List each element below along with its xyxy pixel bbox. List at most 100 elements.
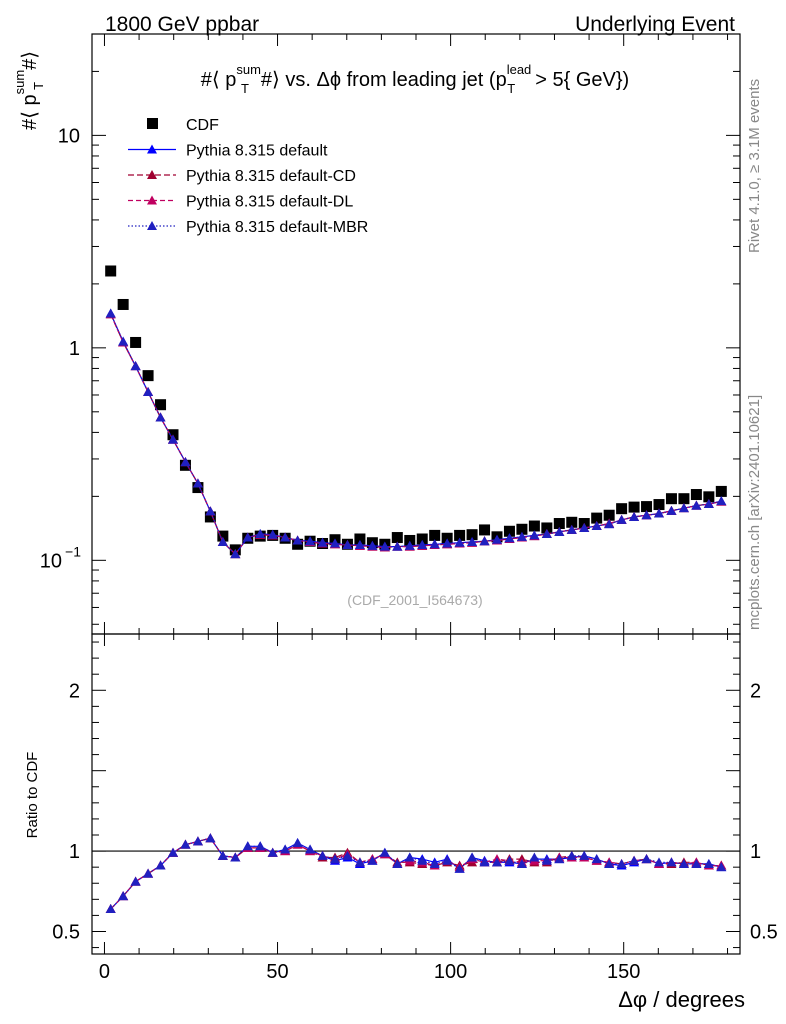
mc-series-marker	[342, 540, 353, 550]
mc-series-marker	[641, 510, 652, 520]
ratio-series-marker	[118, 891, 129, 901]
mc-series-marker	[168, 434, 178, 444]
header-left: 1800 GeV ppbar	[105, 13, 259, 36]
legend-marker	[147, 170, 157, 179]
legend-label: Pythia 8.315 default-DL	[186, 194, 353, 211]
x-tick-label: 50	[266, 961, 288, 983]
mc-series-marker	[155, 412, 166, 422]
cdf-data-point	[665, 493, 677, 505]
mc-series-marker	[516, 531, 527, 541]
legend-marker	[147, 221, 157, 230]
mc-series-line	[110, 313, 722, 556]
ratio-tick-label-right: 0.5	[750, 921, 778, 943]
ratio-series-marker	[143, 868, 154, 878]
ratio-series-marker	[404, 852, 415, 862]
cdf-data-point	[703, 491, 715, 503]
y-tick-label: 10	[40, 550, 62, 572]
y-tick-label-exponent: −1	[65, 543, 81, 559]
cdf-data-point	[591, 512, 603, 524]
mc-series-marker	[118, 336, 129, 346]
mc-series-marker	[305, 536, 316, 546]
mc-series-marker	[330, 538, 340, 548]
mc-series-marker	[404, 540, 415, 550]
cdf-data-point	[466, 529, 478, 541]
ratio-series-marker	[716, 862, 727, 872]
mc-series-marker	[205, 506, 216, 516]
cdf-data-point	[155, 399, 167, 411]
cdf-data-point	[516, 523, 528, 535]
cdf-data-point	[541, 522, 553, 534]
mc-series-marker	[130, 361, 141, 371]
x-tick-label: 100	[434, 961, 467, 983]
cdf-data-point	[628, 501, 640, 513]
ratio-tick-label-right: 1	[750, 841, 761, 863]
mc-series-marker	[429, 539, 440, 549]
ratio-series-marker	[105, 903, 116, 913]
mc-series-marker	[467, 536, 478, 546]
cdf-data-point	[204, 511, 216, 523]
cdf-data-point	[653, 499, 665, 511]
cdf-data-point	[441, 532, 453, 544]
ratio-series-marker	[554, 854, 565, 864]
ratio-series-marker	[305, 844, 316, 854]
ratio-series-marker	[442, 855, 453, 865]
mc-series-marker	[217, 536, 228, 546]
mc-series-marker	[192, 478, 203, 488]
mc-series-marker	[242, 532, 253, 542]
cdf-data-point	[690, 489, 702, 501]
mc-series-marker	[678, 503, 689, 513]
ratio-series-marker	[242, 841, 253, 851]
ratio-series-marker	[192, 836, 203, 846]
mc-series-marker	[354, 540, 365, 550]
cdf-data-point	[117, 298, 129, 310]
mc-series-marker	[654, 508, 664, 518]
ratio-series-marker	[155, 860, 166, 870]
ratio-series-marker	[255, 841, 266, 851]
mc-series-marker	[442, 538, 453, 548]
ratio-series-marker	[654, 857, 664, 867]
mc-series-marker	[579, 522, 590, 532]
ratio-series-marker	[354, 857, 365, 867]
mc-series-marker	[479, 536, 490, 546]
mc-series-marker	[105, 308, 116, 318]
cdf-data-point	[479, 524, 491, 536]
ratio-series-marker	[205, 833, 216, 843]
cdf-data-point	[416, 533, 428, 545]
mc-series-marker	[504, 533, 515, 543]
cdf-data-point	[616, 503, 628, 515]
ratio-series-marker	[342, 850, 353, 860]
ratio-series-line	[110, 837, 722, 910]
cdf-data-point	[553, 518, 565, 530]
ratio-series-marker	[130, 876, 141, 886]
ratio-y-axis-label: Ratio to CDF	[24, 752, 41, 839]
header-right: Underlying Event	[575, 13, 735, 36]
x-tick-label: 150	[607, 961, 640, 983]
ratio-series-marker	[703, 858, 714, 868]
mc-series-line	[110, 313, 722, 556]
mc-series-marker	[716, 496, 727, 506]
ratio-series-group	[105, 833, 727, 913]
mc-series-marker	[367, 540, 378, 550]
cdf-data-point	[142, 370, 154, 382]
mc-series-marker	[629, 511, 640, 521]
mcplots-label: mcplots.cern.ch [arXiv:2401.10621]	[746, 395, 763, 630]
ratio-series-marker	[541, 855, 552, 865]
x-axis-label: Δφ / degrees	[618, 987, 745, 1012]
mc-series-marker	[255, 529, 266, 539]
ratio-series-marker	[317, 850, 328, 860]
legend-label: Pythia 8.315 default-CD	[186, 168, 356, 185]
legend-marker	[147, 195, 157, 205]
ratio-series-marker	[479, 857, 490, 867]
ratio-panel: 0.5 0.5 1 1 2 2 Ratio to CDF	[24, 633, 778, 955]
ratio-series-marker	[230, 852, 241, 862]
ratio-series-line	[110, 837, 722, 910]
ratio-series-marker	[529, 852, 540, 862]
y-tick-label: 1	[69, 338, 80, 360]
mc-series-marker	[554, 526, 565, 536]
ratio-series-marker	[168, 847, 178, 857]
mc-series-marker	[604, 519, 615, 529]
ratio-series-marker	[678, 858, 689, 868]
mc-series-marker	[454, 537, 465, 547]
